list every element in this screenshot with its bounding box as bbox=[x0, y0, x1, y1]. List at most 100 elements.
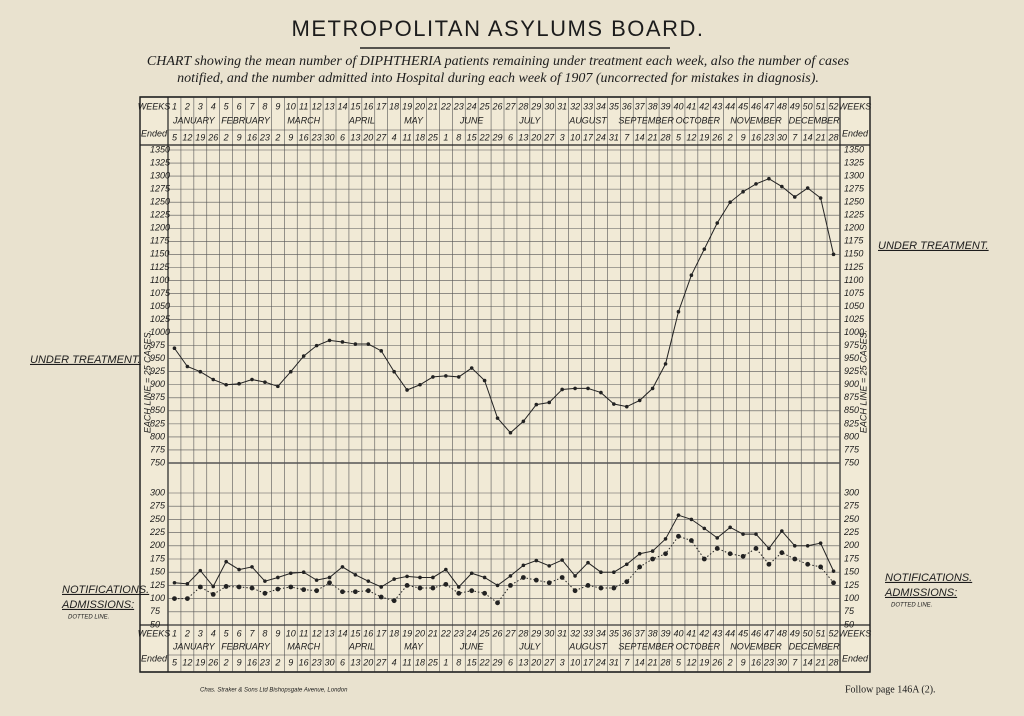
week-number: 13 bbox=[325, 628, 335, 638]
week-ended-date: 23 bbox=[311, 132, 322, 142]
data-point bbox=[676, 309, 681, 314]
data-point bbox=[792, 556, 798, 562]
week-number: 28 bbox=[517, 628, 528, 638]
data-point bbox=[482, 378, 487, 383]
y-tick-label: 750 bbox=[844, 457, 859, 467]
data-point bbox=[612, 402, 616, 406]
week-number: 31 bbox=[557, 628, 567, 638]
week-number: 31 bbox=[557, 101, 567, 111]
data-point bbox=[172, 346, 177, 351]
data-point bbox=[650, 549, 655, 553]
data-point bbox=[249, 585, 255, 591]
data-point bbox=[586, 386, 590, 391]
week-number: 34 bbox=[596, 628, 606, 638]
data-point bbox=[469, 571, 474, 576]
legend-entry: UNDER TREATMENT. bbox=[878, 240, 989, 252]
week-number: 12 bbox=[312, 101, 322, 111]
y-tick-label: 850 bbox=[150, 405, 165, 415]
month-label: DECEMBER bbox=[789, 115, 841, 125]
data-point bbox=[276, 575, 280, 580]
data-point bbox=[754, 182, 758, 186]
week-ended-date: 23 bbox=[259, 132, 270, 142]
week-ended-date: 16 bbox=[751, 132, 761, 142]
week-ended-date: 8 bbox=[456, 657, 461, 667]
week-ended-date: 21 bbox=[647, 132, 658, 142]
month-label: OCTOBER bbox=[676, 641, 721, 651]
data-point bbox=[185, 582, 190, 586]
data-point bbox=[818, 564, 824, 570]
week-ended-date: 12 bbox=[686, 657, 696, 667]
data-point bbox=[314, 343, 319, 348]
week-number: 6 bbox=[237, 101, 242, 111]
week-ended-date: 28 bbox=[828, 657, 839, 667]
y-tick-label: 775 bbox=[150, 444, 166, 454]
data-point bbox=[378, 594, 384, 600]
month-label: JUNE bbox=[459, 641, 484, 651]
y-tick-label: 150 bbox=[844, 567, 859, 577]
data-point bbox=[263, 579, 267, 583]
data-point bbox=[276, 384, 280, 389]
week-number: 52 bbox=[829, 101, 839, 111]
week-number: 36 bbox=[622, 628, 632, 638]
week-number: 7 bbox=[249, 628, 255, 638]
week-number: 16 bbox=[363, 101, 373, 111]
week-number: 33 bbox=[583, 628, 593, 638]
data-point bbox=[728, 525, 732, 530]
data-point bbox=[779, 550, 785, 556]
week-ended-date: 12 bbox=[686, 132, 696, 142]
week-number: 32 bbox=[570, 628, 580, 638]
ended-header: Ended bbox=[842, 653, 869, 663]
series-line bbox=[174, 514, 834, 588]
data-point bbox=[391, 598, 397, 604]
data-point bbox=[469, 588, 475, 594]
week-number: 38 bbox=[648, 628, 658, 638]
week-ended-date: 6 bbox=[508, 657, 513, 667]
week-ended-date: 18 bbox=[415, 132, 425, 142]
week-ended-date: 22 bbox=[479, 657, 490, 667]
week-number: 6 bbox=[237, 628, 242, 638]
week-number: 19 bbox=[402, 628, 412, 638]
data-point bbox=[521, 419, 526, 424]
week-ended-date: 15 bbox=[467, 132, 478, 142]
y-tick-label: 950 bbox=[150, 353, 165, 363]
y-tick-label: 975 bbox=[844, 340, 860, 350]
data-point bbox=[185, 364, 190, 369]
week-ended-date: 16 bbox=[299, 657, 309, 667]
data-point bbox=[663, 362, 668, 366]
data-point bbox=[650, 386, 655, 391]
week-ended-date: 10 bbox=[570, 657, 580, 667]
data-point bbox=[701, 556, 707, 562]
y-tick-label: 750 bbox=[150, 457, 165, 467]
data-point bbox=[831, 252, 836, 257]
week-number: 18 bbox=[389, 628, 399, 638]
y-tick-label: 50 bbox=[844, 619, 854, 629]
data-point bbox=[430, 585, 436, 591]
printer: Chas. Straker & Sons Ltd Bishopsgate Ave… bbox=[200, 688, 348, 694]
y-tick-label: 1200 bbox=[150, 223, 170, 233]
data-point bbox=[379, 585, 384, 589]
data-point bbox=[611, 585, 617, 591]
week-ended-date: 21 bbox=[815, 657, 826, 667]
data-point bbox=[327, 338, 332, 343]
week-ended-date: 7 bbox=[624, 132, 630, 142]
week-number: 18 bbox=[389, 101, 399, 111]
y-tick-label: 1200 bbox=[844, 223, 864, 233]
week-ended-date: 7 bbox=[792, 657, 798, 667]
data-point bbox=[172, 596, 177, 601]
week-ended-date: 29 bbox=[492, 657, 503, 667]
week-number: 26 bbox=[492, 628, 503, 638]
week-number: 49 bbox=[790, 101, 800, 111]
y-tick-label: 1125 bbox=[844, 262, 864, 272]
week-ended-date: 15 bbox=[467, 657, 478, 667]
week-number: 35 bbox=[609, 101, 620, 111]
week-number: 23 bbox=[453, 628, 464, 638]
week-number: 8 bbox=[262, 628, 267, 638]
week-number: 21 bbox=[427, 101, 438, 111]
y-tick-label: 1350 bbox=[844, 144, 864, 154]
data-point bbox=[236, 584, 242, 590]
y-tick-label: 150 bbox=[150, 567, 165, 577]
data-point bbox=[197, 584, 203, 590]
data-point bbox=[753, 546, 759, 551]
week-number: 2 bbox=[184, 101, 190, 111]
week-ended-date: 30 bbox=[777, 657, 787, 667]
